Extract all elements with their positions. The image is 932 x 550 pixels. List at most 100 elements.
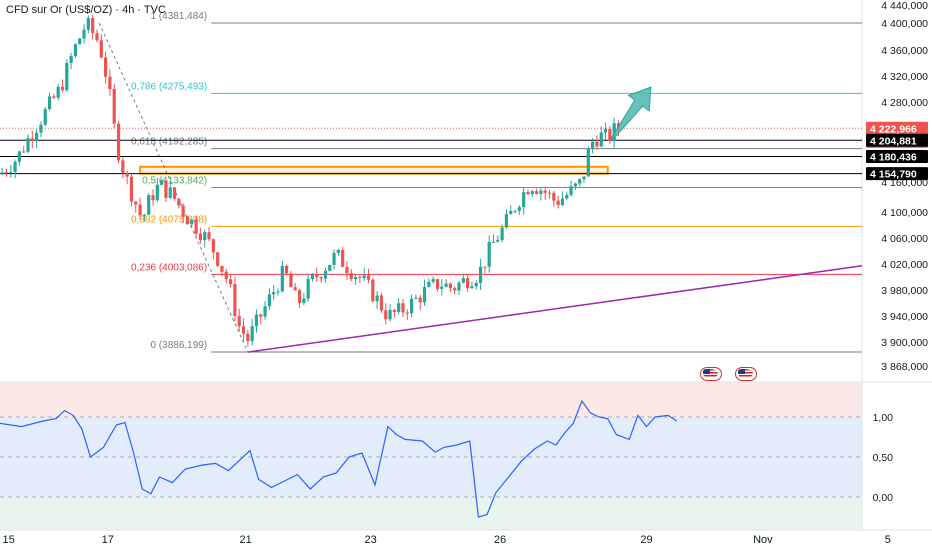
candle-down (125, 172, 129, 177)
candle-down (289, 273, 293, 288)
candle-up (586, 149, 590, 177)
candle-up (569, 186, 573, 195)
candle-down (448, 283, 452, 289)
candle-down (228, 279, 233, 285)
candle-down (435, 279, 440, 289)
candle-down (543, 190, 547, 193)
fib-level-label: 0,236 (4003,086) (131, 262, 207, 273)
candle-up (272, 292, 276, 295)
candle-up (203, 232, 207, 241)
candle-up (362, 275, 366, 278)
candle-up (47, 96, 52, 110)
resistance-zone (139, 165, 609, 175)
mid-band (0, 417, 862, 497)
candle-up (599, 132, 603, 147)
price-tag-background (866, 133, 928, 147)
time-axis-label: 23 (365, 534, 377, 546)
candle-down (91, 18, 95, 34)
price-axis-label: 4 020,000 (881, 259, 928, 271)
us-flag-event-icon[interactable] (700, 367, 722, 381)
candle-down (134, 201, 138, 205)
candle-down (401, 303, 405, 313)
candle-down (405, 312, 409, 314)
fib-level-label: 0,786 (4275,493) (131, 81, 207, 92)
time-axis-label: 15 (2, 534, 14, 546)
price-tag-background (866, 121, 928, 135)
candle-up (280, 265, 284, 292)
oversold-band (0, 497, 862, 530)
horizontal-levels (0, 127, 862, 175)
candle-down (259, 314, 263, 317)
candle-down (216, 252, 220, 266)
us-flag-event-icon[interactable] (735, 367, 757, 381)
candle-up (9, 171, 13, 173)
candle-down (60, 86, 65, 91)
candle-up (82, 29, 86, 39)
price-axis-label: 3 940,000 (881, 311, 928, 323)
candle-up (582, 176, 586, 180)
oscillator-bands (0, 382, 862, 530)
candle-down (552, 192, 556, 201)
time-axis-label: 26 (494, 534, 506, 546)
candle-up (478, 266, 483, 283)
candle-down (246, 333, 250, 342)
candle-up (487, 241, 491, 267)
candle-up (276, 291, 280, 293)
candle-up (522, 192, 526, 208)
candle-down (164, 180, 168, 198)
candle-down (392, 309, 396, 313)
time-axis-label: 21 (240, 534, 252, 546)
candle-up (539, 190, 543, 194)
candle-up (332, 252, 336, 265)
symbol-title[interactable]: CFD sur Or (US$/OZ) · 4h · TVC (6, 4, 166, 16)
candle-down (345, 266, 349, 274)
candle-down (185, 216, 190, 225)
candle-down (220, 265, 224, 272)
candle-up (431, 279, 435, 282)
candle-down (534, 191, 539, 194)
candle-up (168, 187, 172, 198)
candle-down (224, 271, 228, 280)
candle-up (513, 210, 517, 212)
fib-level-label: 1 (4381,484) (150, 11, 207, 22)
candle-down (151, 195, 155, 201)
candle-down (556, 200, 560, 206)
candle-up (323, 270, 328, 279)
candle-up (573, 183, 577, 187)
candle-down (22, 151, 26, 153)
candle-up (500, 227, 504, 241)
candle-up (39, 124, 43, 133)
candle-up (612, 123, 616, 141)
price-axis-label: 3 900,000 (881, 337, 928, 349)
candle-up (43, 109, 47, 125)
candle-up (491, 241, 496, 243)
candle-up (328, 264, 332, 271)
candle-up (147, 195, 151, 215)
fib-level-label: 0,382 (4075,398) (131, 214, 207, 225)
candle-up (65, 63, 69, 91)
candle-down (358, 276, 362, 278)
fib-level-label: 0,618 (4192,285) (131, 137, 207, 148)
price-axis[interactable]: 4 440,000 4 400,000 4 360,000 4 320,000 4 28… (866, 0, 928, 373)
candle-down (233, 284, 237, 317)
candle-up (444, 283, 448, 287)
candle-up (565, 194, 569, 199)
candle-up (353, 276, 358, 280)
candle-down (129, 176, 134, 202)
candle-up (160, 180, 164, 185)
price-tag-label: 4 154,790 (870, 169, 917, 181)
candle-up (410, 298, 414, 314)
candle-down (194, 219, 198, 234)
price-axis-label: 4 360,000 (881, 45, 928, 57)
oscillator-axis[interactable]: 1,00 0,50 0,00 (873, 412, 894, 504)
candle-down (595, 141, 599, 147)
candle-down (483, 266, 487, 268)
candle-down (547, 192, 552, 194)
candle-down (211, 239, 215, 253)
candle-up (530, 191, 534, 195)
candle-up (603, 128, 608, 133)
time-axis-label: 29 (640, 534, 652, 546)
time-axis[interactable]: 151721232629Nov5711131619 (2, 534, 932, 546)
candle-up (388, 309, 392, 320)
